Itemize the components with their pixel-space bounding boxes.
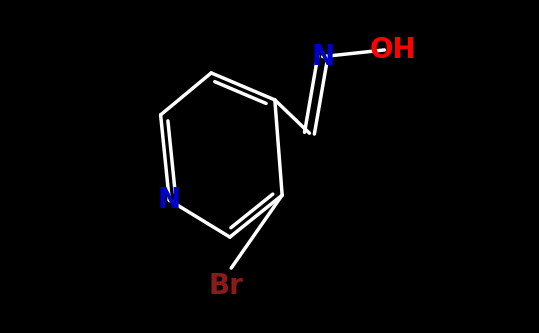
Text: Br: Br (209, 272, 244, 300)
Text: N: N (311, 43, 334, 71)
Text: N: N (158, 186, 181, 214)
Text: OH: OH (369, 36, 416, 64)
